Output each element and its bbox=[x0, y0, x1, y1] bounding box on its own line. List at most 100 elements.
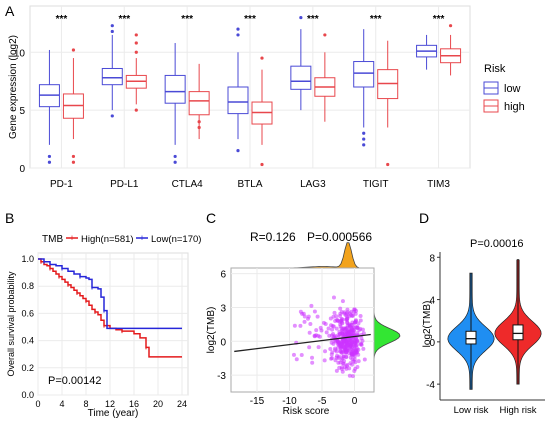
significance-label: *** bbox=[307, 14, 319, 25]
scatter-point bbox=[307, 330, 312, 335]
y-tick-label: 0.2 bbox=[21, 363, 34, 373]
scatter-point bbox=[319, 328, 324, 333]
x-tick-label: Low risk bbox=[454, 405, 489, 416]
scatter-point bbox=[309, 303, 314, 308]
outlier-point bbox=[299, 15, 303, 20]
scatter-point bbox=[347, 373, 352, 378]
y-tick-label: -3 bbox=[217, 371, 226, 382]
y-tick-label: 0.4 bbox=[21, 336, 34, 346]
box bbox=[188, 91, 210, 116]
scatter-point bbox=[350, 374, 355, 379]
scatter-point bbox=[353, 360, 358, 365]
y-tick-label: 4 bbox=[429, 296, 435, 307]
y-tick-label: 0 bbox=[429, 338, 435, 349]
x-tick-label: PD-1 bbox=[50, 179, 73, 190]
legend-marker: + bbox=[69, 233, 74, 243]
outlier-point bbox=[362, 131, 366, 135]
x-tick-label: 0 bbox=[352, 396, 358, 407]
outlier-point bbox=[260, 162, 264, 167]
outlier-point bbox=[362, 137, 366, 141]
scatter-point bbox=[329, 340, 334, 345]
outlier-point bbox=[236, 33, 240, 37]
scatter-point bbox=[330, 327, 335, 332]
significance-label: *** bbox=[244, 14, 256, 25]
y-tick-label: 3 bbox=[220, 303, 226, 314]
x-tick-label: 8 bbox=[83, 399, 88, 409]
outlier-point bbox=[362, 143, 366, 147]
scatter-point bbox=[352, 344, 357, 349]
legend-label-low: low bbox=[504, 83, 521, 95]
scatter-point bbox=[345, 348, 350, 353]
outlier-point bbox=[236, 149, 240, 153]
scatter-point bbox=[308, 322, 313, 327]
y-tick-label: 1.0 bbox=[21, 254, 34, 264]
x-tick-label: BTLA bbox=[237, 179, 262, 190]
scatter-point bbox=[312, 309, 317, 314]
x-tick-label: -10 bbox=[282, 396, 297, 407]
outlier-point bbox=[71, 154, 76, 159]
scatter-point bbox=[334, 314, 339, 319]
box bbox=[290, 65, 312, 90]
y-tick-label: -4 bbox=[426, 380, 435, 391]
scatter-point bbox=[361, 346, 366, 351]
scatter-point bbox=[339, 326, 344, 331]
scatter-point bbox=[333, 358, 338, 363]
panel-label-a: A bbox=[5, 3, 15, 19]
significance-label: *** bbox=[118, 14, 130, 25]
x-tick-label: CTLA4 bbox=[172, 179, 204, 190]
panel-d-y-axis-label: log2(TMB) bbox=[422, 301, 433, 348]
scatter-point bbox=[314, 328, 319, 333]
panel-c-y-axis-label: log2(TMB) bbox=[206, 307, 217, 354]
y-tick-label: 0.0 bbox=[21, 390, 34, 400]
y-tick-label: 10 bbox=[14, 48, 26, 59]
violin-box bbox=[465, 330, 477, 345]
scatter-point bbox=[312, 334, 317, 339]
scatter-point bbox=[310, 360, 315, 365]
scatter-point bbox=[356, 321, 361, 326]
outlier-point bbox=[134, 50, 138, 54]
scatter-point bbox=[292, 323, 297, 328]
scatter-point bbox=[355, 325, 360, 330]
scatter-point bbox=[342, 311, 347, 316]
outlier-point bbox=[260, 56, 264, 60]
scatter-point bbox=[338, 349, 343, 354]
scatter-point bbox=[299, 352, 304, 357]
y-tick-label: 5 bbox=[19, 106, 25, 117]
outlier-point bbox=[110, 29, 114, 34]
scatter-point bbox=[341, 354, 346, 359]
scatter-point bbox=[298, 309, 303, 314]
panel-d-pvalue: P=0.00016 bbox=[470, 238, 524, 250]
scatter-point bbox=[353, 311, 358, 316]
panel-a: 0 5 10 *** *** *** *** *** *** *** PD-1 PD-L1 CTLA… bbox=[8, 5, 525, 190]
panel-d: P=0.00016 -4 0 4 8 Low risk High risk log2(TM… bbox=[422, 238, 545, 416]
y-tick-label: 6 bbox=[220, 270, 226, 281]
scatter-point bbox=[334, 349, 339, 354]
x-tick-label: LAG3 bbox=[300, 179, 326, 190]
box bbox=[353, 61, 375, 88]
significance-label: *** bbox=[181, 14, 193, 25]
outlier-point bbox=[386, 162, 390, 167]
x-tick-label: High risk bbox=[500, 405, 537, 416]
scatter-point bbox=[355, 331, 360, 336]
scatter-point bbox=[331, 295, 336, 300]
scatter-point bbox=[340, 299, 345, 304]
outlier-point bbox=[323, 33, 327, 37]
x-tick-label: 16 bbox=[129, 399, 139, 409]
panel-c-r-value: R=0.126 bbox=[250, 230, 296, 244]
outlier-point bbox=[71, 160, 76, 164]
scatter-point bbox=[346, 332, 351, 337]
legend-label: Low(n=170) bbox=[151, 234, 201, 245]
panel-b-x-axis-label: Time (year) bbox=[88, 408, 139, 419]
scatter-point bbox=[302, 319, 307, 324]
scatter-point bbox=[361, 331, 366, 336]
panel-c: R=0.126 P=0.000566 -15 -10 -5 0 -3 0 3 6 Risk s… bbox=[206, 230, 401, 417]
scatter-point bbox=[353, 351, 358, 356]
scatter-point bbox=[358, 313, 363, 318]
x-tick-label: 20 bbox=[153, 399, 163, 409]
scatter-point bbox=[291, 352, 296, 357]
regression-line bbox=[234, 333, 371, 353]
outlier-point bbox=[47, 154, 52, 159]
outlier-point bbox=[134, 33, 138, 37]
scatter-point bbox=[348, 312, 353, 317]
